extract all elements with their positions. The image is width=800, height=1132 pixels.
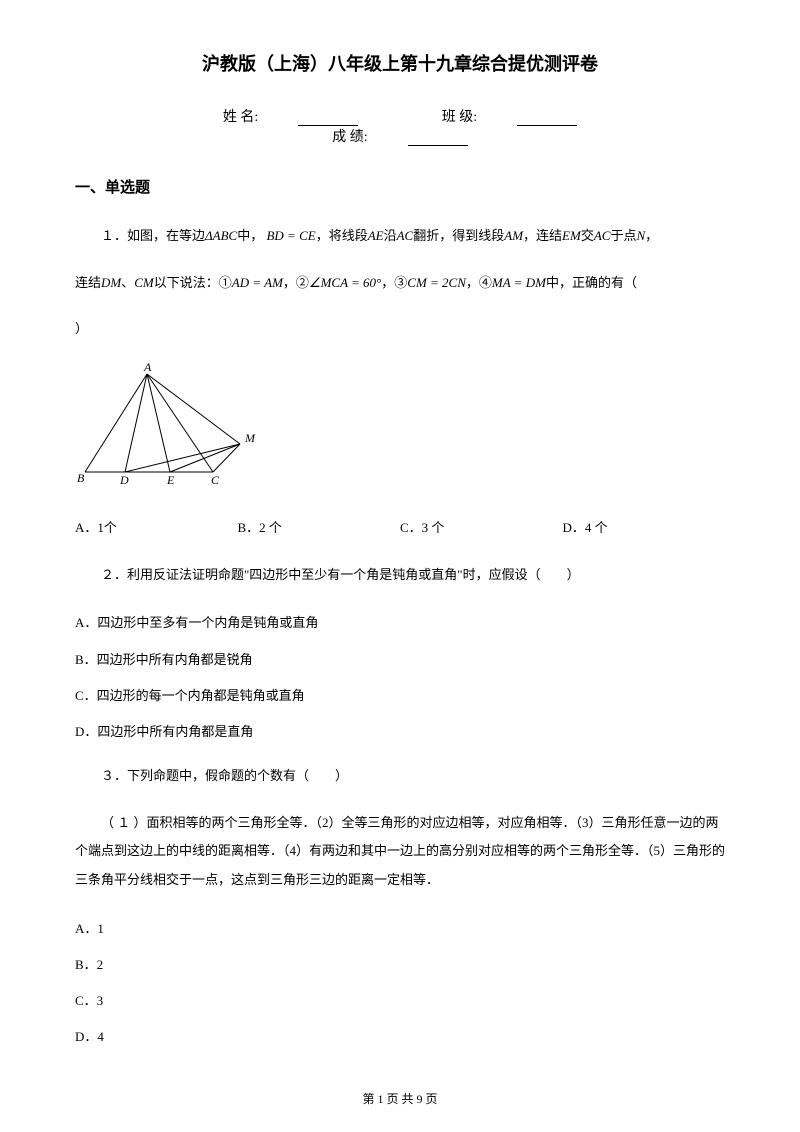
- class-underline: [517, 110, 577, 126]
- q1-math-cm: CM: [134, 275, 154, 290]
- svg-text:C: C: [211, 473, 220, 487]
- question-1-cont: 连结DM、CM以下说法：①AD = AM，②∠MCA = 60°，③CM = 2…: [75, 269, 725, 298]
- q1-math-ac2: AC: [594, 228, 611, 243]
- triangle-figure: A B D E C M: [75, 362, 725, 497]
- q1-math-madm: MA = DM: [492, 275, 546, 290]
- q1-cont7: 中，正确的有（: [546, 275, 637, 290]
- exam-title: 沪教版（上海）八年级上第十九章综合提优测评卷: [75, 50, 725, 76]
- q1-cont3: 以下说法：①: [154, 275, 232, 290]
- q1-text5: 翻折，得到线段: [413, 228, 504, 243]
- page-footer: 第 1 页 共 9 页: [0, 1090, 800, 1107]
- svg-text:D: D: [119, 473, 129, 487]
- q2-optD: D．四边形中所有内角都是直角: [75, 716, 725, 747]
- q1-cont4: ，②: [283, 275, 309, 290]
- q1-options: A．1个 B．2 个 C．3 个 D．4 个: [75, 517, 725, 536]
- q1-text6: ，连结: [523, 228, 562, 243]
- q1-text4: 沿: [384, 228, 397, 243]
- q1-text3: ，将线段: [316, 228, 368, 243]
- q1-math-dm: DM: [101, 275, 121, 290]
- q1-math-em: EM: [562, 228, 581, 243]
- q1-cont6: ，④: [466, 275, 492, 290]
- q1-math-am: AM: [504, 228, 523, 243]
- q1-math-cm2cn: CM = 2CN: [407, 275, 466, 290]
- name-label: 姓 名:: [223, 106, 258, 126]
- q1-text2: 中，: [237, 228, 266, 243]
- q2-optA: A．四边形中至多有一个内角是钝角或直角: [75, 607, 725, 638]
- question-3: ３．下列命题中，假命题的个数有（ ）: [75, 762, 725, 791]
- score-underline: [408, 130, 468, 146]
- question-2: ２．利用反证法证明命题"四边形中至少有一个角是钝角或直角"时，应假设（ ）: [75, 561, 725, 590]
- class-field: 班 级:: [422, 106, 597, 126]
- q1-math-bdce: BD = CE: [266, 228, 315, 243]
- q3-optA: A．1: [75, 913, 725, 944]
- q2-optC: C．四边形的每一个内角都是钝角或直角: [75, 680, 725, 711]
- q3-optB: B．2: [75, 949, 725, 980]
- svg-text:E: E: [166, 473, 175, 487]
- section-heading-1: 一、单选题: [75, 176, 725, 197]
- name-field: 姓 名:: [203, 106, 378, 126]
- question-3-body: （ １ ）面积相等的两个三角形全等．（2）全等三角形的对应边相等，对应角相等．（…: [75, 809, 725, 895]
- q1-optA: A．1个: [75, 517, 238, 536]
- q1-optC: C．3 个: [400, 517, 563, 536]
- svg-text:M: M: [244, 431, 256, 445]
- q1-math-ae: AE: [368, 228, 384, 243]
- name-underline: [298, 110, 358, 126]
- score-label: 成 绩:: [332, 126, 367, 146]
- q1-math-ac: AC: [397, 228, 414, 243]
- class-label: 班 级:: [442, 106, 477, 126]
- q1-text1: １．如图，在等边: [101, 228, 205, 243]
- svg-text:B: B: [77, 471, 85, 485]
- q1-math-n: N: [636, 228, 645, 243]
- q2-optB: B．四边形中所有内角都是锐角: [75, 644, 725, 675]
- question-1: １．如图，在等边ΔABC中， BD = CE，将线段AE沿AC翻折，得到线段AM…: [75, 222, 725, 251]
- triangle-svg: A B D E C M: [75, 362, 275, 492]
- header-fields: 姓 名: 班 级: 成 绩:: [75, 106, 725, 146]
- q1-math-adam: AD = AM: [232, 275, 283, 290]
- q1-optD: D．4 个: [563, 517, 726, 536]
- q1-text9: ，: [645, 228, 658, 243]
- q1-cont5: ，③: [381, 275, 407, 290]
- question-1-close: ）: [75, 315, 725, 344]
- q3-optD: D．4: [75, 1021, 725, 1052]
- q1-math-abc: ΔABC: [205, 228, 237, 243]
- q1-cont2: 、: [121, 275, 134, 290]
- q1-text7: 交: [581, 228, 594, 243]
- q3-optC: C．3: [75, 985, 725, 1016]
- q1-text8: 于点: [610, 228, 636, 243]
- q1-cont1: 连结: [75, 275, 101, 290]
- q1-optB: B．2 个: [238, 517, 401, 536]
- svg-text:A: A: [143, 362, 152, 374]
- score-field: 成 绩:: [312, 126, 487, 146]
- q1-math-mca: ∠MCA = 60°: [309, 275, 381, 290]
